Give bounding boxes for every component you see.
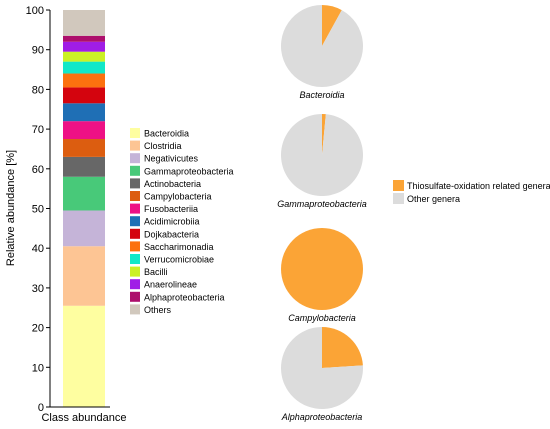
pie-charts: Bacteroidia Gammaproteobacteria Campylobac… <box>277 5 367 422</box>
pie-label-gammaproteobacteria: Gammaproteobacteria <box>277 199 367 209</box>
bar-segment-actinobacteria <box>63 156 105 177</box>
pie-slice-bacteroidia-other-genera <box>280 5 363 87</box>
legend-label-anaerolineae: Anaerolineae <box>144 280 197 290</box>
bar-segment-gammaproteobacteria <box>63 176 105 211</box>
legend-swatch-acidimicrobiia <box>130 216 140 227</box>
legend-swatch-verrucomicrobiae <box>130 254 140 264</box>
legend-swatch-saccharimonadia <box>130 241 140 252</box>
bar-segment-dojkabacteria <box>63 87 105 104</box>
y-tick-label-30: 30 <box>32 283 44 295</box>
legend-label-others: Others <box>144 305 172 315</box>
pie-slice-gammaproteobacteria-thiosulfate-oxidation-related-genera <box>322 114 326 155</box>
bar-segment-others <box>63 10 105 36</box>
pie-legend: Thiosulfate-oxidation related genera Othe… <box>393 180 550 204</box>
legend-label-verrucomicrobiae: Verrucomicrobiae <box>144 255 214 265</box>
pie-legend-label-other-genera: Other genera <box>407 194 460 204</box>
legend-swatch-alphaproteobacteria <box>130 291 140 302</box>
legend-swatch-negativicutes <box>130 153 140 164</box>
y-tick-label-70: 70 <box>32 124 44 136</box>
legend-label-negativicutes: Negativicutes <box>144 154 199 164</box>
stacked-bar-chart: 0 10 20 30 40 50 60 70 80 90 100 Relative abundanc… <box>5 5 127 424</box>
pie-label-campylobacteria: Campylobacteria <box>288 313 356 323</box>
bar-segment-clostridia <box>63 246 105 306</box>
y-tick-label-40: 40 <box>32 243 44 255</box>
bar-segments <box>63 10 105 407</box>
bar-segment-bacteroidia <box>63 305 105 407</box>
bar-segment-saccharimonadia <box>63 73 105 88</box>
legend-label-bacteroidia: Bacteroidia <box>144 129 189 139</box>
y-tick-label-0: 0 <box>38 402 44 414</box>
bar-segment-verrucomicrobiae <box>63 61 105 74</box>
x-category-label: Class abundance <box>41 412 126 424</box>
y-tick-label-50: 50 <box>32 204 44 216</box>
legend-label-dojkabacteria: Dojkabacteria <box>144 229 199 239</box>
pie-slice-campylobacteria-thiosulfate-oxidation-related-genera <box>281 228 363 310</box>
pie-campylobacteria: Campylobacteria <box>281 228 363 323</box>
legend-label-fusobacteriia: Fusobacteriia <box>144 204 198 214</box>
pie-slice-alphaproteobacteria-other-genera <box>281 327 363 409</box>
bar-legend: Bacteroidia Clostridia Negativicutes Gammap… <box>130 128 234 315</box>
legend-swatch-fusobacteriia <box>130 203 140 214</box>
legend-swatch-campylobacteria <box>130 191 140 201</box>
y-tick-label-20: 20 <box>32 323 44 335</box>
bar-segment-bacilli <box>63 51 105 62</box>
legend-swatch-dojkabacteria <box>130 228 140 239</box>
legend-swatch-actinobacteria <box>130 178 140 189</box>
pie-legend-swatch-thiosulfate-oxidation-related-genera <box>393 180 404 191</box>
legend-label-clostridia: Clostridia <box>144 141 182 151</box>
bar-segment-acidimicrobiia <box>63 103 105 122</box>
pie-label-bacteroidia: Bacteroidia <box>299 90 344 100</box>
legend-swatch-others <box>130 304 140 315</box>
legend-swatch-gammaproteobacteria <box>130 165 140 176</box>
legend-swatch-clostridia <box>130 140 140 151</box>
bar-segment-campylobacteria <box>63 139 105 157</box>
legend-label-acidimicrobiia: Acidimicrobiia <box>144 217 200 227</box>
legend-label-gammaproteobacteria: Gammaproteobacteria <box>144 166 234 176</box>
pie-legend-swatch-other-genera <box>393 193 404 204</box>
y-tick-label-10: 10 <box>32 362 44 374</box>
pie-slice-alphaproteobacteria-thiosulfate-oxidation-related-genera <box>322 327 363 368</box>
legend-swatch-bacilli <box>130 266 140 277</box>
pie-slice-bacteroidia-thiosulfate-oxidation-related-genera <box>322 5 342 46</box>
pie-label-alphaproteobacteria: Alphaproteobacteria <box>281 412 363 422</box>
y-tick-label-90: 90 <box>32 45 44 57</box>
bar-segment-alphaproteobacteria <box>63 35 105 42</box>
legend-label-saccharimonadia: Saccharimonadia <box>144 242 214 252</box>
pie-alphaproteobacteria: Alphaproteobacteria <box>281 327 363 422</box>
pie-legend-label-thiosulfate-oxidation-related-genera: Thiosulfate-oxidation related genera <box>407 181 550 191</box>
y-axis: 0 10 20 30 40 50 60 70 80 90 100 <box>26 5 110 414</box>
legend-label-bacilli: Bacilli <box>144 267 168 277</box>
bar-segment-fusobacteriia <box>63 121 105 140</box>
y-axis-label: Relative abundance [%] <box>5 150 17 266</box>
legend-label-actinobacteria: Actinobacteria <box>144 179 201 189</box>
legend-swatch-bacteroidia <box>130 128 140 138</box>
legend-swatch-anaerolineae <box>130 279 140 290</box>
pie-gammaproteobacteria: Gammaproteobacteria <box>277 114 367 209</box>
bar-segment-negativicutes <box>63 210 105 247</box>
legend-label-campylobacteria: Campylobacteria <box>144 192 212 202</box>
pie-slice-gammaproteobacteria-other-genera <box>281 114 364 197</box>
bar-segment-anaerolineae <box>63 41 105 52</box>
y-tick-label-60: 60 <box>32 164 44 176</box>
pie-bacteroidia: Bacteroidia <box>280 5 363 100</box>
y-tick-label-100: 100 <box>26 5 44 17</box>
y-tick-label-80: 80 <box>32 84 44 96</box>
legend-label-alphaproteobacteria: Alphaproteobacteria <box>144 292 225 302</box>
